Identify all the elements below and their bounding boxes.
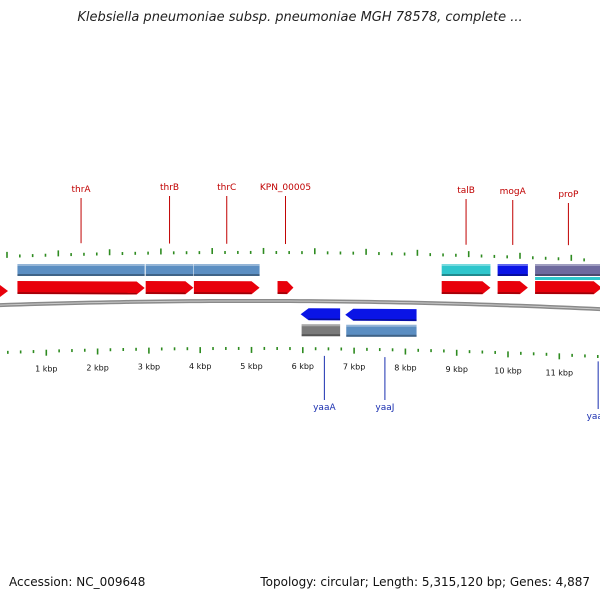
gene-thra-arrow [17, 281, 145, 295]
gene-prop-arrow-body [535, 281, 600, 295]
gene-yaaj-label: yaaJ [375, 403, 394, 413]
cds-thrc-shade [193, 274, 260, 276]
gene-talb-arrow [441, 281, 491, 295]
cds-thrb [145, 264, 194, 276]
gene-thrb-arrow-body [145, 281, 194, 295]
scale-label: 10 kbp [494, 366, 522, 375]
cds-yaaa-shade [301, 334, 341, 337]
backbone-highlight [0, 300, 600, 310]
cds-yaaj-shine [346, 324, 417, 327]
gene-kpn-00005-label: KPN_00005 [260, 183, 311, 193]
accession-text: Accession: NC_009648 [9, 575, 146, 589]
gene-thrc-arrow-body [193, 281, 260, 295]
wrapped-gene-tip [0, 285, 8, 297]
cds-thrb-shine [145, 264, 194, 266]
scale-label: 7 kbp [343, 363, 365, 372]
cds-moga [497, 264, 528, 276]
gene-moga-arrow-body [497, 281, 528, 295]
gene-thrb-arrow [145, 281, 194, 295]
cds-moga-body [497, 264, 528, 276]
gene-prop-label: proP [558, 190, 579, 200]
cds-yaaa-body [301, 324, 341, 337]
scale-label: 9 kbp [445, 365, 467, 374]
gene-yaaj-arrow-body [345, 308, 417, 322]
cds-yaaj [346, 324, 417, 337]
gene-kpn-00005-arrow-body [277, 281, 294, 295]
cds-thra-body [17, 264, 145, 276]
gene-yaaj-arrow [345, 308, 417, 322]
scale-label: 1 kbp [35, 365, 57, 374]
gene-thra-arrow-shadow [17, 292, 137, 295]
cds-thra [17, 264, 145, 276]
cds-thrb-body [145, 264, 194, 276]
cds-thrc-body [193, 264, 260, 276]
scale-label: 5 kbp [240, 362, 262, 371]
cds-thra-shine [17, 264, 145, 266]
gene-prop-arrow [535, 281, 600, 295]
scale-label: 11 kbp [546, 368, 574, 377]
gene-yaaa-label: yaaA [313, 403, 336, 413]
gene-thrc-arrow [193, 281, 260, 295]
scale-label: 4 kbp [189, 362, 211, 371]
cds-talb-shade [441, 274, 491, 276]
cds-moga-shade [497, 274, 528, 276]
gene-yaah-label: yaaH [587, 412, 600, 422]
gene-thrc-label: thrC [217, 183, 236, 193]
gene-thrb-label: thrB [160, 183, 179, 193]
cds-thrc-shine [193, 264, 260, 266]
topology-summary: Topology: circular; Length: 5,315,120 bp… [260, 575, 590, 589]
cds-talb [441, 264, 491, 276]
cds-yaaj-shade [346, 334, 417, 337]
gene-moga-arrow [497, 281, 528, 295]
scale-label: 2 kbp [86, 363, 108, 372]
cds-moga-shine [497, 264, 528, 266]
cds-thra-shade [17, 274, 145, 276]
cds-prop-cyan-strip [535, 277, 600, 280]
gene-thra-label: thrA [72, 185, 92, 195]
cds-prop-shade [535, 274, 600, 276]
map-title: Klebsiella pneumoniae subsp. pneumoniae … [77, 10, 523, 25]
cds-prop-body [535, 264, 600, 276]
gene-thra-arrow-body [17, 281, 145, 295]
gene-kpn-00005-arrow [277, 281, 294, 295]
scale-label: 8 kbp [394, 364, 416, 373]
scale-label: 6 kbp [292, 362, 314, 371]
scale-label: 3 kbp [138, 363, 160, 372]
gene-talb-arrow-body [441, 281, 491, 295]
gene-talb-label: talB [457, 186, 475, 196]
gene-yaaa-arrow-body [300, 308, 341, 321]
cds-prop [535, 264, 600, 276]
cds-talb-body [441, 264, 491, 276]
cds-yaaj-body [346, 324, 417, 337]
cds-thrc [193, 264, 260, 276]
cds-thrb-shade [145, 274, 194, 276]
cds-yaaa-shine [301, 324, 341, 327]
cds-talb-shine [441, 264, 491, 266]
cds-prop-shine [535, 264, 600, 266]
gene-moga-label: mogA [500, 187, 527, 197]
cds-yaaa [301, 324, 341, 337]
gene-yaaa-arrow [300, 308, 341, 321]
